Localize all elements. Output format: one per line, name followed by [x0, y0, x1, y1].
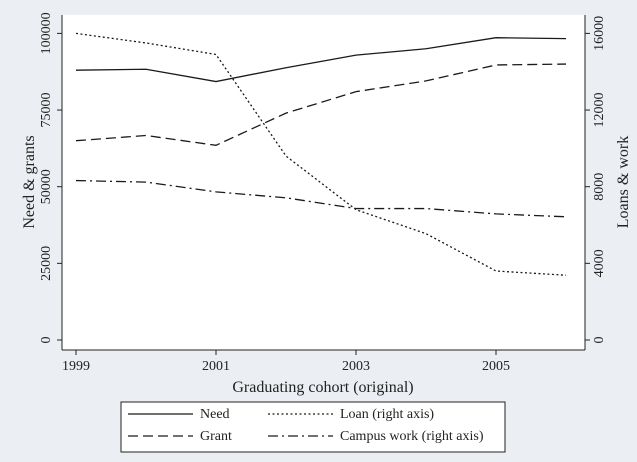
legend-label: Loan (right axis): [340, 407, 434, 422]
right-y-tick-label: 12000: [592, 93, 607, 128]
legend-box: [120, 401, 506, 453]
series-line-campus-work-right-axis: [75, 179, 567, 218]
x-tick-label: 2001: [202, 359, 230, 374]
left-y-axis-title: Need & grants: [21, 135, 38, 228]
right-y-tick-label: 4000: [592, 249, 607, 277]
left-y-tick-label: 75000: [39, 93, 54, 128]
tick-group: 1999 2001 2003 2005 0 25000 50000 75000 100000 0 4…: [39, 12, 607, 374]
x-tick-label: 1999: [62, 359, 90, 374]
series-line-loan-right-axis: [75, 32, 567, 276]
right-y-axis-title: Loans & work: [615, 136, 632, 228]
legend-label: Need: [200, 407, 230, 422]
x-axis-title: Graduating cohort (original): [232, 379, 413, 396]
left-y-tick-label: 100000: [39, 12, 54, 54]
legend-label: Campus work (right axis): [340, 429, 484, 444]
series-lines-group: [75, 32, 567, 276]
x-tick-label: 2003: [342, 359, 370, 374]
series-line-grant: [75, 63, 567, 146]
series-line-need: [75, 37, 567, 83]
left-y-tick-label: 0: [39, 337, 54, 344]
right-y-tick-label: 8000: [592, 173, 607, 201]
right-y-tick-label: 16000: [592, 16, 607, 51]
left-y-tick-label: 25000: [39, 246, 54, 281]
right-y-tick-label: 0: [592, 337, 607, 344]
left-y-tick-label: 50000: [39, 169, 54, 204]
x-tick-label: 2005: [482, 359, 510, 374]
plot-area: [62, 15, 585, 350]
legend-label: Grant: [200, 429, 232, 444]
legend: Need Loan (right axis) Grant Campus work (r…: [120, 401, 506, 453]
axes-group: [61, 15, 586, 351]
